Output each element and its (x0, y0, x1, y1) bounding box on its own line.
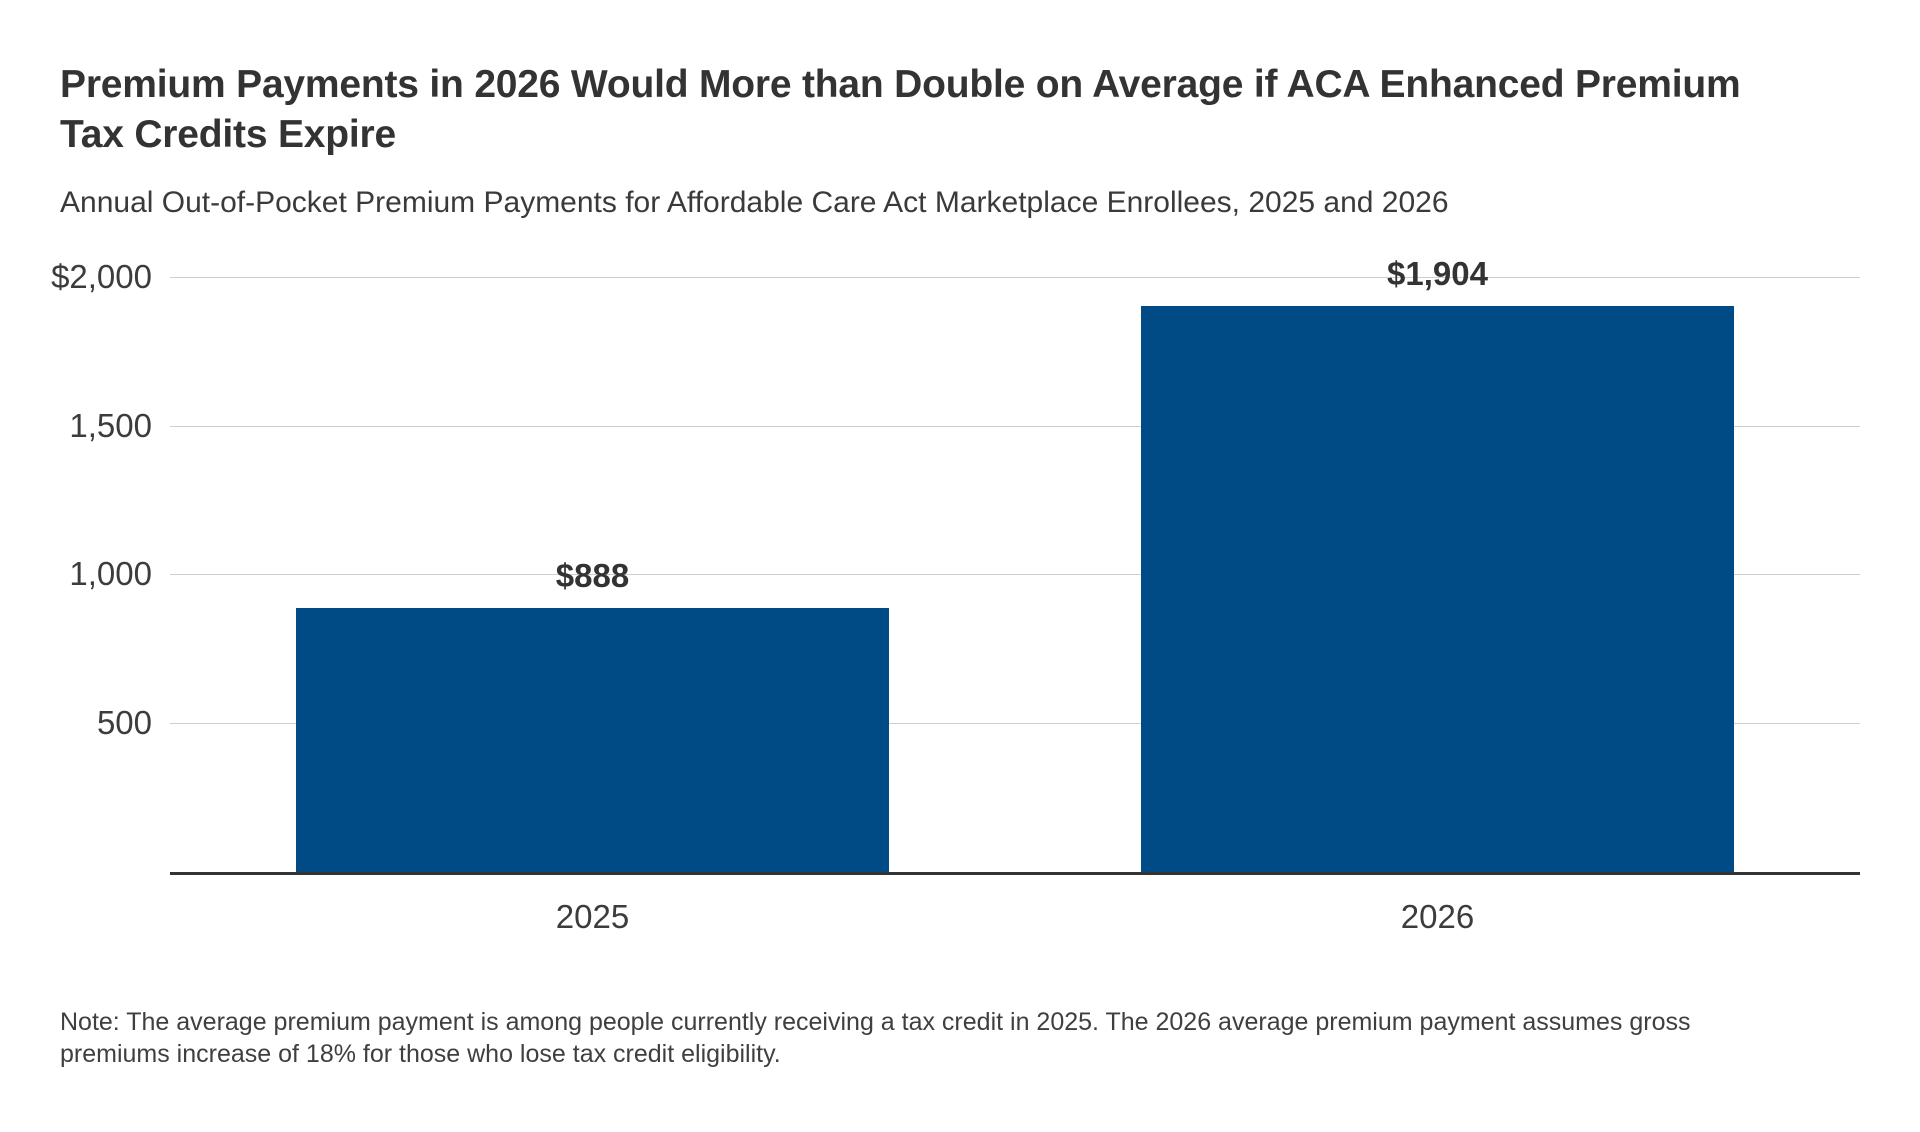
chart-title-line-2: Tax Credits Expire (60, 113, 396, 156)
gridline (170, 277, 1860, 278)
bar-2026 (1141, 306, 1734, 872)
x-axis-baseline (170, 872, 1860, 875)
gridline (170, 426, 1860, 427)
chart-note-line-1: Note: The average premium payment is amo… (60, 1008, 1691, 1036)
bar-value-label-2026: $1,904 (1387, 255, 1488, 292)
chart-note: Note: The average premium payment is amo… (60, 1006, 1690, 1070)
chart-note-line-2: premiums increase of 18% for those who l… (60, 1040, 781, 1068)
plot-area: $888 $1,904 (170, 255, 1860, 875)
y-axis-tick-label: 500 (96, 704, 152, 741)
bar-2025 (296, 608, 889, 872)
gridline (170, 574, 1860, 575)
y-axis-tick-label: 1,000 (69, 555, 152, 592)
y-axis-tick-label: $2,000 (51, 258, 152, 295)
y-axis-tick-label: 1,500 (69, 407, 152, 444)
bar-value-label-2025: $888 (555, 557, 630, 594)
x-axis-label-2025: 2025 (555, 898, 630, 935)
chart-title-line-1: Premium Payments in 2026 Would More than… (60, 63, 1741, 106)
x-axis-label-2026: 2026 (1400, 898, 1475, 935)
gridline (170, 723, 1860, 724)
chart-title: Premium Payments in 2026 Would More than… (60, 60, 1741, 160)
chart-subtitle: Annual Out-of-Pocket Premium Payments fo… (60, 186, 1449, 219)
